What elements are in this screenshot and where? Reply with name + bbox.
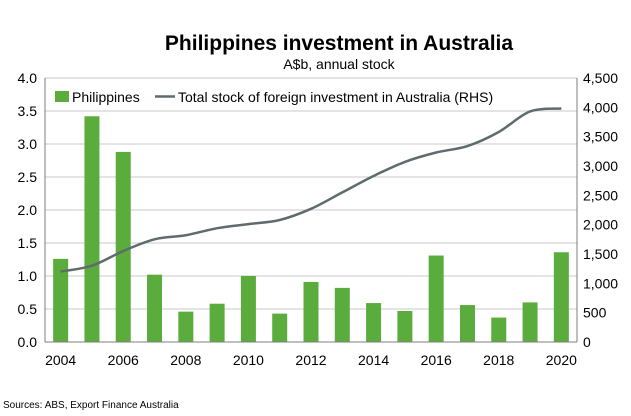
y-left-tick-label: 4.0 <box>18 70 38 86</box>
bar-philippines-2009 <box>209 303 225 342</box>
legend-swatch-philippines <box>55 91 69 102</box>
axes <box>44 78 578 343</box>
bar-philippines-2017 <box>459 305 475 342</box>
bar-philippines-2012 <box>303 281 319 342</box>
x-tick-label: 2018 <box>483 352 514 368</box>
legend-label-philippines: Philippines <box>72 89 140 105</box>
y-right-tick-label: 4,000 <box>583 99 618 115</box>
x-tick-label: 2010 <box>233 352 264 368</box>
bar-philippines-2016 <box>428 255 444 342</box>
chart-title: Philippines investment in Australia <box>165 32 513 55</box>
bar-philippines-2008 <box>178 311 194 342</box>
y-left-tick-label: 2.0 <box>18 202 38 218</box>
y-left-tick-label: 3.0 <box>18 136 38 152</box>
x-tick-label: 2008 <box>170 352 201 368</box>
x-tick-label: 2004 <box>45 352 76 368</box>
chart-subtitle: A$b, annual stock <box>283 56 395 72</box>
bar-philippines-2020 <box>553 252 569 342</box>
line-total-stock <box>60 107 562 273</box>
legend: Philippines Total stock of foreign inves… <box>55 89 493 105</box>
bar-philippines-2006 <box>115 151 131 342</box>
bar-philippines-2007 <box>147 274 163 342</box>
legend-label-total-stock: Total stock of foreign investment in Aus… <box>178 89 493 105</box>
x-tick-label: 2012 <box>295 352 326 368</box>
x-tick-label: 2006 <box>108 352 139 368</box>
y-right-tick-label: 2,500 <box>583 187 618 203</box>
y-right-tick-label: 500 <box>583 305 607 321</box>
bar-philippines-2019 <box>522 302 538 342</box>
bar-philippines-2004 <box>53 258 69 342</box>
y-left-tick-label: 3.5 <box>18 103 38 119</box>
y-left-tick-label: 2.5 <box>18 169 38 185</box>
bar-philippines-2005 <box>84 116 100 342</box>
bar-philippines-2014 <box>366 303 382 342</box>
x-tick-label: 2020 <box>546 352 577 368</box>
y-right-tick-label: 3,000 <box>583 158 618 174</box>
y-left-tick-label: 0.5 <box>18 301 38 317</box>
source-note: Sources: ABS, Export Finance Australia <box>3 400 179 411</box>
x-tick-label: 2016 <box>421 352 452 368</box>
tick-labels: 0.0 0.5 1.0 1.5 2.0 2.5 3.0 3.5 4.0 0 500 1,000 1,50… <box>18 70 619 368</box>
bar-philippines-2013 <box>334 287 350 342</box>
y-right-tick-label: 0 <box>583 334 591 350</box>
y-right-tick-label: 4,500 <box>583 70 618 86</box>
bar-philippines-2010 <box>240 276 256 342</box>
bar-philippines-2018 <box>491 317 507 342</box>
y-left-tick-label: 0.0 <box>18 334 38 350</box>
y-right-tick-label: 3,500 <box>583 129 618 145</box>
line-series <box>60 107 562 273</box>
x-tick-label: 2014 <box>358 352 389 368</box>
y-right-tick-label: 1,000 <box>583 275 618 291</box>
bar-philippines-2011 <box>272 313 288 342</box>
bar-philippines-2015 <box>397 310 413 342</box>
bar-series <box>53 116 569 342</box>
y-left-tick-label: 1.0 <box>18 268 38 284</box>
y-right-tick-label: 2,000 <box>583 217 618 233</box>
gridlines <box>45 77 577 310</box>
y-left-tick-label: 1.5 <box>18 235 38 251</box>
y-right-tick-label: 1,500 <box>583 246 618 262</box>
